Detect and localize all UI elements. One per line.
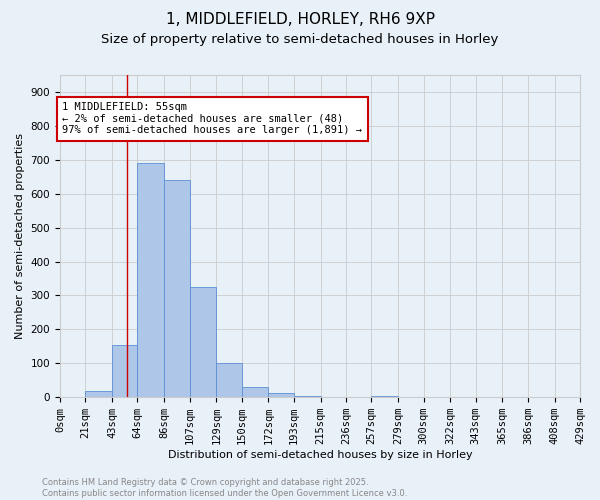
Text: 1 MIDDLEFIELD: 55sqm
← 2% of semi-detached houses are smaller (48)
97% of semi-d: 1 MIDDLEFIELD: 55sqm ← 2% of semi-detach… [62, 102, 362, 136]
Y-axis label: Number of semi-detached properties: Number of semi-detached properties [15, 133, 25, 339]
Bar [85, 391, 112, 397]
Bar [164, 180, 190, 397]
Bar [216, 364, 242, 397]
Bar [268, 393, 294, 397]
X-axis label: Distribution of semi-detached houses by size in Horley: Distribution of semi-detached houses by … [167, 450, 472, 460]
Text: Size of property relative to semi-detached houses in Horley: Size of property relative to semi-detach… [101, 32, 499, 46]
Bar [112, 344, 137, 397]
Bar [371, 396, 398, 397]
Bar [190, 287, 216, 397]
Text: Contains HM Land Registry data © Crown copyright and database right 2025.
Contai: Contains HM Land Registry data © Crown c… [42, 478, 407, 498]
Text: 1, MIDDLEFIELD, HORLEY, RH6 9XP: 1, MIDDLEFIELD, HORLEY, RH6 9XP [166, 12, 434, 28]
Bar [242, 387, 268, 397]
Bar [294, 396, 320, 397]
Bar [137, 163, 164, 397]
